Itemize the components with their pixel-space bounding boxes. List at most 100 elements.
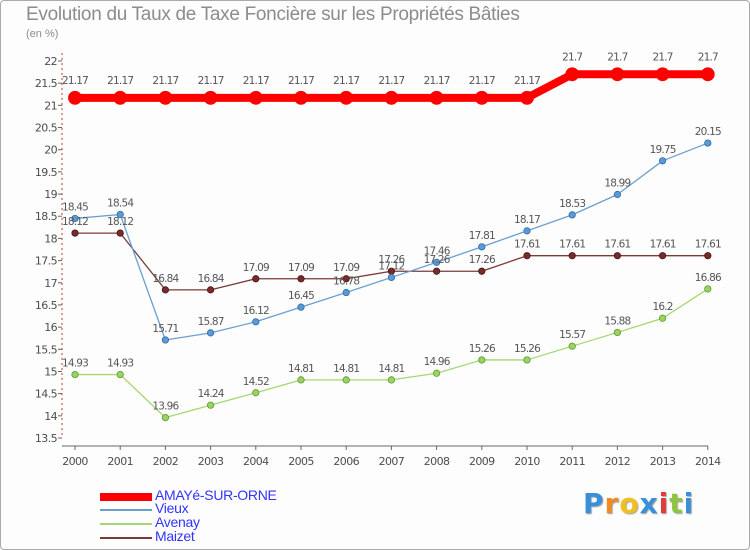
- data-point: [565, 67, 580, 82]
- logo-letter: x: [639, 487, 659, 520]
- data-point: [342, 275, 350, 283]
- data-label: 21.17: [469, 75, 495, 87]
- data-point: [161, 336, 169, 344]
- data-label: 16.2: [653, 301, 673, 313]
- legend-swatch: [100, 523, 152, 525]
- data-point: [568, 252, 576, 260]
- legend-label: Avenay: [155, 514, 200, 530]
- data-point: [297, 376, 305, 384]
- y-tick-label: 15.5: [35, 343, 58, 356]
- x-tick-label: 2011: [559, 455, 585, 468]
- data-label: 17.61: [604, 239, 630, 251]
- logo-letter: t: [669, 487, 684, 520]
- data-point: [432, 267, 441, 275]
- data-label: 16.84: [198, 273, 225, 285]
- data-point: [704, 285, 712, 293]
- data-label: 18.17: [514, 214, 540, 226]
- legend-label: Maizet: [155, 528, 195, 544]
- data-label: 14.93: [107, 358, 133, 370]
- data-point: [248, 90, 263, 105]
- proxiti-logo: Proxiti: [583, 487, 694, 520]
- data-label: 21.7: [607, 51, 627, 63]
- y-tick-label: 21.5: [35, 77, 58, 90]
- x-tick-label: 2005: [288, 455, 314, 468]
- data-label: 17.61: [695, 239, 721, 251]
- data-label: 18.12: [62, 216, 88, 228]
- chart-title: Evolution du Taux de Taxe Foncière sur l…: [26, 4, 520, 25]
- data-label: 17.26: [469, 254, 496, 266]
- data-label: 21.7: [698, 51, 718, 63]
- data-label: 17.09: [333, 262, 359, 274]
- logo-letter: r: [604, 487, 620, 520]
- data-label: 21.7: [653, 51, 673, 63]
- data-point: [71, 214, 79, 223]
- legend-label: AMAYé-SUR-ORNE: [155, 487, 277, 503]
- data-point: [252, 318, 260, 326]
- data-point: [71, 229, 79, 237]
- data-point: [658, 314, 667, 322]
- x-tick-label: 2006: [333, 455, 359, 468]
- y-tick-label: 19: [44, 188, 57, 201]
- data-point: [478, 243, 486, 251]
- data-label: 14.81: [288, 363, 314, 375]
- data-point: [523, 227, 531, 235]
- x-tick-label: 2010: [514, 455, 540, 468]
- data-label: 13.96: [152, 401, 179, 413]
- legend-swatch: [100, 493, 152, 501]
- data-label: 17.61: [650, 239, 676, 251]
- data-label: 15.88: [604, 315, 630, 327]
- x-tick-label: 2009: [469, 455, 495, 468]
- axes: 13.5 14 14.5 15 15.5 16 16.5 17 17.5 18 18.5 19 19.5…: [35, 53, 722, 468]
- data-point: [658, 252, 667, 260]
- logo-letter: P: [583, 487, 605, 520]
- data-point: [158, 90, 173, 105]
- y-tick-label: 18.5: [35, 210, 58, 223]
- data-label: 14.81: [378, 363, 404, 375]
- data-point: [432, 258, 441, 266]
- x-tick-label: 2002: [153, 455, 179, 468]
- logo-letter: i: [658, 487, 670, 520]
- y-tick-label: 21: [44, 99, 57, 112]
- x-tick-label: 2014: [695, 455, 721, 468]
- data-label: 21.17: [62, 75, 88, 87]
- data-point: [342, 288, 350, 297]
- data-label: 15.26: [514, 343, 541, 355]
- data-point: [613, 328, 622, 337]
- data-label: 18.53: [559, 198, 585, 210]
- data-label: 17.61: [559, 239, 585, 251]
- data-label: 17.61: [514, 239, 540, 251]
- data-point: [523, 356, 531, 364]
- data-label: 20.15: [695, 126, 721, 138]
- data-label: 16.84: [152, 273, 179, 285]
- data-point: [68, 90, 82, 105]
- data-point: [704, 139, 712, 147]
- y-tick-label: 18: [44, 232, 57, 245]
- data-point: [384, 90, 399, 105]
- data-labels: 21.17 21.17 21.17 21.17 21.17 21.17 21.17 21.17…: [62, 51, 723, 413]
- series-layer: [68, 67, 715, 422]
- data-point: [658, 157, 667, 165]
- y-tick-label: 19.5: [35, 166, 58, 179]
- data-point: [568, 342, 576, 350]
- data-label: 17.81: [469, 230, 495, 242]
- data-point: [116, 229, 124, 237]
- data-label: 21.17: [378, 75, 404, 87]
- data-label: 17.46: [424, 245, 451, 257]
- data-label: 17.12: [378, 260, 404, 272]
- data-point: [116, 210, 124, 219]
- data-label: 17.26: [378, 254, 405, 266]
- y-tick-label: 13.5: [35, 432, 58, 445]
- data-label: 18.12: [107, 216, 133, 228]
- x-tick-label: 2012: [605, 455, 631, 468]
- data-point: [207, 329, 215, 337]
- data-point: [161, 286, 169, 294]
- data-point: [207, 286, 215, 294]
- logo-letter: o: [619, 487, 640, 520]
- data-point: [297, 303, 305, 311]
- data-point: [610, 67, 625, 82]
- data-label: 17.26: [424, 254, 451, 266]
- data-point: [520, 90, 534, 105]
- x-tick-label: 2001: [107, 455, 133, 468]
